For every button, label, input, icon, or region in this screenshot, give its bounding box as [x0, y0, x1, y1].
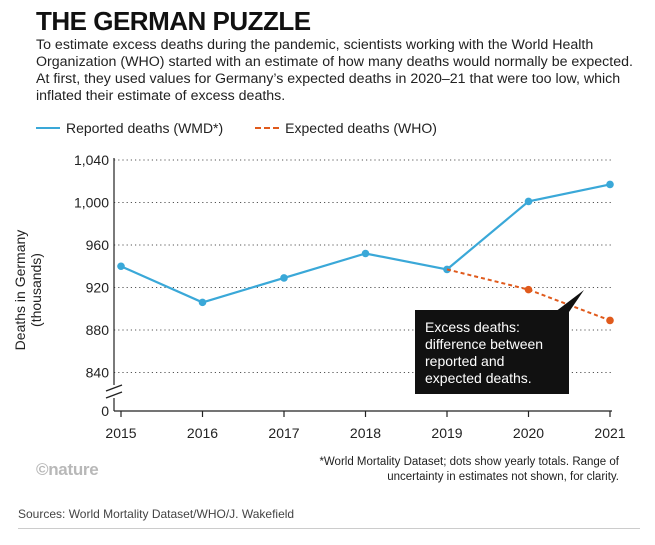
data-point-reported [606, 180, 614, 189]
sources: Sources: World Mortality Dataset/WHO/J. … [18, 507, 295, 521]
footnote: *World Mortality Dataset; dots show year… [319, 456, 619, 483]
chart-title: THE GERMAN PUZZLE [36, 6, 311, 36]
legend-item-reported: Reported deaths (WMD*) [36, 120, 223, 136]
legend-swatch-reported [36, 127, 60, 129]
excess-deaths-annotation: Excess deaths: difference between report… [415, 310, 569, 394]
annotation-pointer [555, 290, 584, 312]
data-point-reported [280, 274, 288, 282]
data-point-expected [524, 285, 533, 294]
data-point-reported [361, 249, 370, 258]
data-point-reported [198, 298, 207, 307]
legend-label-reported: Reported deaths (WMD*) [66, 120, 224, 136]
nature-logo: ©nature [36, 460, 99, 479]
bottom-divider [18, 528, 640, 529]
legend-item-expected: Expected deaths (WHO) [255, 120, 437, 136]
legend: Reported deaths (WMD*) Expected deaths (… [36, 120, 469, 136]
series-line-expected [446, 268, 611, 322]
legend-label-expected: Expected deaths (WHO) [285, 120, 437, 136]
y-tick-label-zero: 0 [101, 403, 109, 419]
x-tick-label: 2016 [187, 425, 218, 441]
x-tick-label: 2018 [350, 425, 381, 441]
y-tick-label: 920 [86, 280, 110, 296]
y-tick-label: 960 [86, 237, 110, 253]
axis-break-mark [105, 391, 123, 399]
data-point-reported [524, 197, 533, 206]
x-tick-label: 2021 [594, 425, 625, 441]
data-point-reported [117, 262, 125, 271]
axis-break-mark [105, 384, 123, 392]
y-tick-label: 1,000 [74, 195, 109, 211]
x-tick-label: 2019 [431, 425, 462, 441]
legend-swatch-expected [255, 127, 280, 129]
y-tick-label: 840 [86, 365, 110, 381]
data-point-expected [606, 316, 614, 325]
chart-subtitle: To estimate excess deaths during the pan… [36, 37, 633, 104]
x-tick-label: 2015 [105, 425, 136, 441]
y-tick-label: 880 [86, 322, 110, 338]
y-tick-label: 1,040 [74, 152, 109, 168]
x-tick-label: 2020 [513, 425, 544, 441]
x-tick-label: 2017 [268, 425, 299, 441]
